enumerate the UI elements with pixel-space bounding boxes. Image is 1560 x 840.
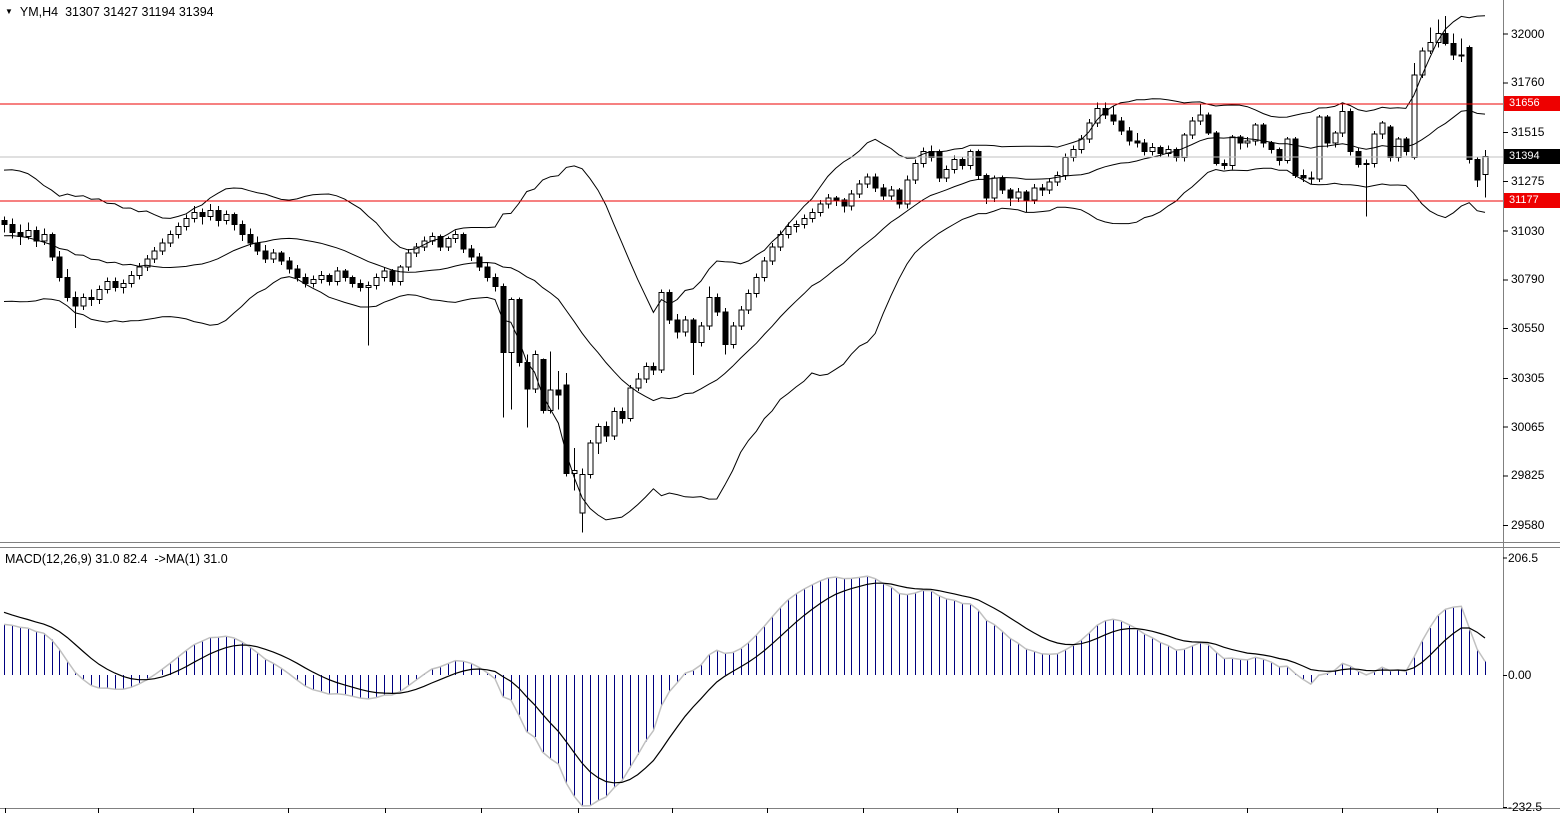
price-axis-label: 31760 (1511, 75, 1545, 89)
price-axis[interactable] (1503, 0, 1560, 810)
macd-axis-label: 0.00 (1508, 668, 1532, 682)
macd-panel (3, 575, 1486, 807)
main-chart-panel (0, 15, 1503, 533)
macd-axis-label: 206.5 (1508, 551, 1539, 565)
price-axis-label: 31030 (1511, 224, 1545, 238)
price-axis-label: 31275 (1511, 174, 1545, 188)
price-axis-label: 30790 (1511, 272, 1545, 286)
price-axis-label: 32000 (1511, 27, 1545, 41)
price-axis-label: 29580 (1511, 518, 1545, 532)
symbol-dropdown-arrow-icon[interactable]: ▼ (5, 7, 13, 16)
price-axis-label: 30550 (1511, 321, 1545, 335)
price-axis-label: 31515 (1511, 125, 1545, 139)
time-axis[interactable]: 13 Jan 202115 Jan 20:0020 Jan 00:0022 Ja… (0, 810, 1560, 840)
price-axis-label: 30065 (1511, 420, 1545, 434)
price-axis-label: 30305 (1511, 371, 1545, 385)
chart-frame (0, 0, 1560, 813)
price-level-tag: 31656 (1504, 96, 1560, 111)
chart-title-text: YM,H4 31307 31427 31194 31394 (19, 5, 214, 19)
current-price-tag: 31394 (1504, 149, 1560, 164)
price-axis-label: 29825 (1511, 468, 1545, 482)
chart-title: ▼ YM,H4 31307 31427 31194 31394 (5, 5, 214, 19)
macd-indicator-label: MACD(12,26,9) 31.0 82.4 ->MA(1) 31.0 (5, 552, 228, 566)
price-level-tag: 31177 (1504, 193, 1560, 208)
macd-axis-label: -232.5 (1508, 800, 1543, 814)
